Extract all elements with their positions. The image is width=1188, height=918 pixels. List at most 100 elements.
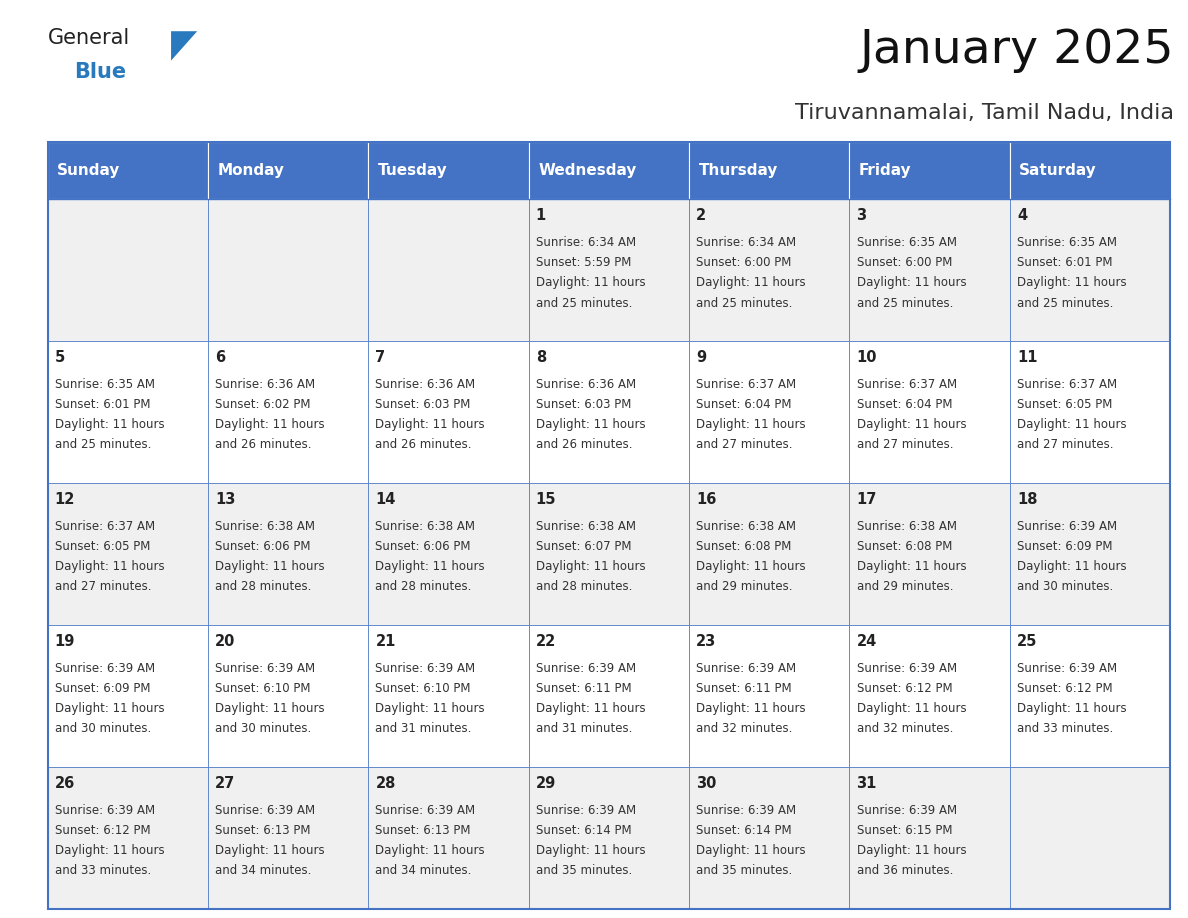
Text: Daylight: 11 hours: Daylight: 11 hours	[536, 560, 645, 573]
Text: Daylight: 11 hours: Daylight: 11 hours	[215, 419, 324, 431]
Text: Daylight: 11 hours: Daylight: 11 hours	[536, 702, 645, 715]
Text: Daylight: 11 hours: Daylight: 11 hours	[696, 276, 805, 289]
Text: 26: 26	[55, 776, 75, 791]
Text: and 32 minutes.: and 32 minutes.	[857, 722, 953, 735]
Text: Daylight: 11 hours: Daylight: 11 hours	[857, 702, 966, 715]
Text: and 27 minutes.: and 27 minutes.	[1017, 439, 1113, 452]
Text: Daylight: 11 hours: Daylight: 11 hours	[696, 844, 805, 857]
Text: Daylight: 11 hours: Daylight: 11 hours	[536, 276, 645, 289]
Text: Sunrise: 6:38 AM: Sunrise: 6:38 AM	[215, 520, 315, 532]
Text: Monday: Monday	[217, 163, 284, 178]
Bar	[208, 341, 368, 483]
Text: Sunrise: 6:36 AM: Sunrise: 6:36 AM	[215, 378, 315, 391]
Text: and 28 minutes.: and 28 minutes.	[215, 580, 311, 593]
Text: Daylight: 11 hours: Daylight: 11 hours	[215, 844, 324, 857]
Bar	[849, 625, 1010, 767]
Bar	[368, 483, 529, 625]
Bar	[48, 142, 208, 199]
Text: and 26 minutes.: and 26 minutes.	[375, 439, 472, 452]
Text: 29: 29	[536, 776, 556, 791]
Text: and 35 minutes.: and 35 minutes.	[696, 864, 792, 878]
Text: Tuesday: Tuesday	[378, 163, 448, 178]
Text: Sunset: 6:03 PM: Sunset: 6:03 PM	[536, 398, 631, 411]
Text: Sunset: 6:02 PM: Sunset: 6:02 PM	[215, 398, 310, 411]
Text: and 33 minutes.: and 33 minutes.	[55, 864, 151, 878]
Text: Sunrise: 6:36 AM: Sunrise: 6:36 AM	[375, 378, 475, 391]
Text: Sunrise: 6:39 AM: Sunrise: 6:39 AM	[536, 803, 636, 817]
Bar	[849, 341, 1010, 483]
Bar	[529, 767, 689, 909]
Text: Daylight: 11 hours: Daylight: 11 hours	[1017, 560, 1126, 573]
Bar	[208, 142, 368, 199]
Text: 19: 19	[55, 634, 75, 649]
Text: Sunset: 6:05 PM: Sunset: 6:05 PM	[1017, 398, 1112, 411]
Text: Daylight: 11 hours: Daylight: 11 hours	[375, 419, 485, 431]
Text: and 27 minutes.: and 27 minutes.	[857, 439, 953, 452]
Text: 6: 6	[215, 351, 226, 365]
Bar	[368, 341, 529, 483]
Text: Sunset: 6:15 PM: Sunset: 6:15 PM	[857, 823, 952, 837]
Bar	[1010, 199, 1170, 341]
Text: Sunset: 6:14 PM: Sunset: 6:14 PM	[536, 823, 631, 837]
Text: 16: 16	[696, 492, 716, 508]
Bar	[48, 199, 208, 341]
Text: Sunrise: 6:39 AM: Sunrise: 6:39 AM	[857, 662, 956, 675]
Text: Sunset: 6:13 PM: Sunset: 6:13 PM	[375, 823, 470, 837]
Bar	[529, 341, 689, 483]
Text: Sunrise: 6:34 AM: Sunrise: 6:34 AM	[696, 236, 796, 249]
Text: Sunset: 6:00 PM: Sunset: 6:00 PM	[857, 256, 952, 269]
Text: Sunset: 6:12 PM: Sunset: 6:12 PM	[1017, 682, 1112, 695]
Text: Sunset: 6:05 PM: Sunset: 6:05 PM	[55, 540, 150, 553]
Text: 11: 11	[1017, 351, 1037, 365]
Text: Daylight: 11 hours: Daylight: 11 hours	[375, 560, 485, 573]
Text: Daylight: 11 hours: Daylight: 11 hours	[857, 276, 966, 289]
Text: Sunset: 5:59 PM: Sunset: 5:59 PM	[536, 256, 631, 269]
Bar	[689, 767, 849, 909]
Text: and 28 minutes.: and 28 minutes.	[375, 580, 472, 593]
Text: Daylight: 11 hours: Daylight: 11 hours	[55, 560, 164, 573]
Text: Sunrise: 6:39 AM: Sunrise: 6:39 AM	[696, 662, 796, 675]
Text: and 30 minutes.: and 30 minutes.	[55, 722, 151, 735]
Text: Sunrise: 6:39 AM: Sunrise: 6:39 AM	[1017, 520, 1117, 532]
Text: Sunset: 6:12 PM: Sunset: 6:12 PM	[55, 823, 150, 837]
Text: Sunrise: 6:37 AM: Sunrise: 6:37 AM	[696, 378, 796, 391]
Text: Daylight: 11 hours: Daylight: 11 hours	[1017, 702, 1126, 715]
Bar	[208, 625, 368, 767]
Text: 20: 20	[215, 634, 235, 649]
Text: Sunset: 6:04 PM: Sunset: 6:04 PM	[857, 398, 952, 411]
Text: Tiruvannamalai, Tamil Nadu, India: Tiruvannamalai, Tamil Nadu, India	[795, 103, 1174, 123]
Text: and 35 minutes.: and 35 minutes.	[536, 864, 632, 878]
Text: Sunrise: 6:37 AM: Sunrise: 6:37 AM	[1017, 378, 1117, 391]
Text: Daylight: 11 hours: Daylight: 11 hours	[1017, 276, 1126, 289]
Bar	[529, 142, 689, 199]
Text: Sunrise: 6:36 AM: Sunrise: 6:36 AM	[536, 378, 636, 391]
Text: and 25 minutes.: and 25 minutes.	[857, 297, 953, 309]
Text: Sunset: 6:03 PM: Sunset: 6:03 PM	[375, 398, 470, 411]
Text: and 28 minutes.: and 28 minutes.	[536, 580, 632, 593]
Text: and 29 minutes.: and 29 minutes.	[857, 580, 953, 593]
Bar	[368, 767, 529, 909]
Text: Sunrise: 6:35 AM: Sunrise: 6:35 AM	[1017, 236, 1117, 249]
Text: and 31 minutes.: and 31 minutes.	[536, 722, 632, 735]
Text: Sunrise: 6:39 AM: Sunrise: 6:39 AM	[55, 662, 154, 675]
Bar	[689, 142, 849, 199]
Text: Sunday: Sunday	[57, 163, 120, 178]
Bar	[849, 142, 1010, 199]
Text: 21: 21	[375, 634, 396, 649]
Text: 13: 13	[215, 492, 235, 508]
Text: Sunset: 6:10 PM: Sunset: 6:10 PM	[375, 682, 470, 695]
Text: Sunset: 6:01 PM: Sunset: 6:01 PM	[1017, 256, 1112, 269]
Text: Sunrise: 6:38 AM: Sunrise: 6:38 AM	[696, 520, 796, 532]
Text: Saturday: Saturday	[1019, 163, 1097, 178]
Text: Thursday: Thursday	[699, 163, 778, 178]
Bar	[689, 483, 849, 625]
Text: Sunset: 6:08 PM: Sunset: 6:08 PM	[696, 540, 791, 553]
Bar	[849, 767, 1010, 909]
Text: Friday: Friday	[859, 163, 911, 178]
Text: Daylight: 11 hours: Daylight: 11 hours	[215, 702, 324, 715]
Text: and 34 minutes.: and 34 minutes.	[375, 864, 472, 878]
Text: 14: 14	[375, 492, 396, 508]
Text: and 34 minutes.: and 34 minutes.	[215, 864, 311, 878]
Text: Sunrise: 6:37 AM: Sunrise: 6:37 AM	[857, 378, 956, 391]
Text: 10: 10	[857, 351, 877, 365]
